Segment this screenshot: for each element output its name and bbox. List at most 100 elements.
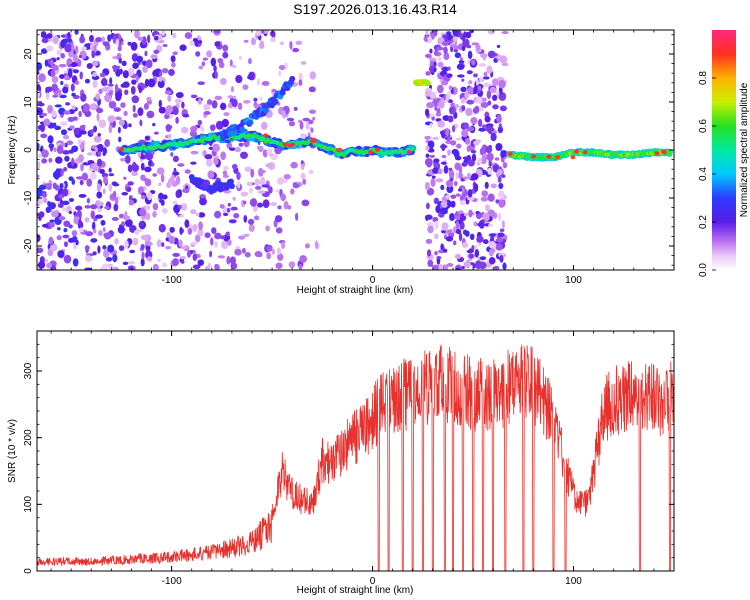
spectrogram-cell [67, 59, 73, 65]
spectrogram-cell [437, 56, 442, 62]
spectrogram-cell [453, 240, 457, 246]
spectrogram-cell [114, 237, 119, 245]
spectrogram-cell [112, 34, 116, 44]
spectrogram-cell [91, 60, 99, 67]
spectrogram-cell [257, 202, 263, 208]
spectrogram-cell [71, 105, 76, 110]
spectrogram-cell [182, 188, 190, 193]
spectrogram-cell [268, 186, 273, 194]
spectrogram-cell [436, 84, 444, 94]
spectrogram-cell [93, 228, 97, 234]
spectrogram-cell [455, 171, 459, 180]
spectrogram-cell [131, 171, 139, 177]
spectrogram-cell [52, 182, 57, 190]
spectrogram-cell [165, 245, 172, 250]
spectrogram-cell [440, 80, 449, 86]
spectrogram-cell [133, 229, 140, 235]
spectrogram-cell [194, 38, 199, 47]
spectrogram-cell [467, 159, 475, 167]
spectrogram-cell [204, 180, 211, 187]
spectrogram-cell [257, 167, 264, 177]
spectrogram-cell [485, 146, 493, 154]
spectrogram-cell [237, 180, 241, 189]
spectrogram-cell [281, 241, 286, 249]
spectrogram-cell [259, 40, 265, 50]
spectrogram-cell [190, 150, 199, 155]
spectrogram-cell [476, 235, 484, 243]
spectrogram-cell [115, 116, 122, 121]
spectrogram-cell [86, 63, 93, 69]
spectrogram-cell [62, 188, 69, 197]
spectrogram-cell [41, 223, 49, 228]
spectrogram-cell [437, 100, 445, 109]
spectrogram-cell [122, 81, 130, 88]
spectrogram-cell [500, 156, 505, 163]
spectrogram-cell [429, 154, 435, 158]
spectrogram-cell [458, 188, 462, 192]
spectrogram-cell [464, 137, 471, 145]
spectrogram-cell [140, 234, 149, 241]
spectrogram-cell [406, 150, 412, 155]
spectrogram-cell [290, 161, 298, 169]
spectrogram-cell [68, 210, 72, 215]
spectrogram-cell [483, 71, 488, 78]
spectrogram-cell [462, 156, 471, 160]
spectrogram-cell [54, 104, 62, 108]
spectrogram-cell [220, 151, 226, 161]
spectrogram-cell [427, 36, 432, 44]
spectrogram-cell [461, 266, 465, 270]
spectrogram-cell [447, 66, 451, 71]
spectrogram-cell [450, 102, 455, 108]
y-tick-label: 10 [23, 96, 34, 108]
spectrogram-cell [132, 62, 139, 70]
spectrogram-cell [292, 183, 300, 189]
spectrogram-cell [295, 40, 303, 46]
spectrogram-cell [270, 154, 278, 161]
spectrogram-cell [463, 31, 467, 39]
spectrogram-cell [119, 68, 123, 75]
spectrogram-x-label: Height of straight line (km) [297, 285, 414, 296]
spectrogram-cell [368, 150, 374, 155]
spectrogram-cell [102, 176, 108, 185]
spectrogram-cell [440, 130, 444, 135]
spectrogram-cell [497, 128, 503, 133]
spectrogram-cell [500, 150, 505, 159]
spectrogram-cell [242, 99, 251, 104]
spectrogram-cell [427, 225, 434, 234]
spectrogram-cell [448, 170, 455, 179]
spectrogram-cell [280, 41, 284, 46]
spectrogram-cell [172, 155, 179, 163]
spectrogram-cell [310, 127, 314, 133]
spectrogram-cell [475, 210, 480, 215]
spectrogram-cell [127, 181, 134, 186]
spectrogram-cell [181, 245, 189, 250]
spectrogram-cell [425, 30, 429, 36]
spectrogram-cell [446, 229, 452, 234]
spectrogram-cell [144, 78, 150, 87]
spectrogram-cell [473, 140, 480, 146]
spectrogram-cell [162, 43, 168, 48]
spectrogram-cell [38, 153, 42, 158]
spectrogram-cell [449, 43, 458, 48]
spectrogram-cell [446, 263, 454, 267]
spectrogram-cell [479, 147, 487, 156]
spectrogram-cell [225, 231, 230, 237]
spectrogram-cell [62, 150, 70, 155]
colorbar-ticks: 0.0 0.2 0.4 0.6 0.8 [698, 71, 716, 277]
spectrogram-cell [298, 263, 303, 270]
spectrogram-cell [454, 104, 460, 109]
spectrogram-cell [117, 126, 121, 134]
spectrogram-cell [496, 168, 503, 176]
spectrogram-cell [69, 125, 75, 130]
spectrogram-cell [458, 232, 463, 242]
spectrogram-cell [78, 193, 87, 198]
spectrogram-cell [498, 182, 504, 189]
spectrogram-cell [453, 111, 458, 119]
spectrogram-cell [165, 124, 173, 130]
spectrogram-cell [481, 156, 487, 163]
spectrogram-cell [104, 94, 112, 103]
spectrogram-cell [97, 150, 102, 157]
spectrogram-cell [147, 34, 151, 44]
spectrogram-cell [461, 78, 465, 82]
